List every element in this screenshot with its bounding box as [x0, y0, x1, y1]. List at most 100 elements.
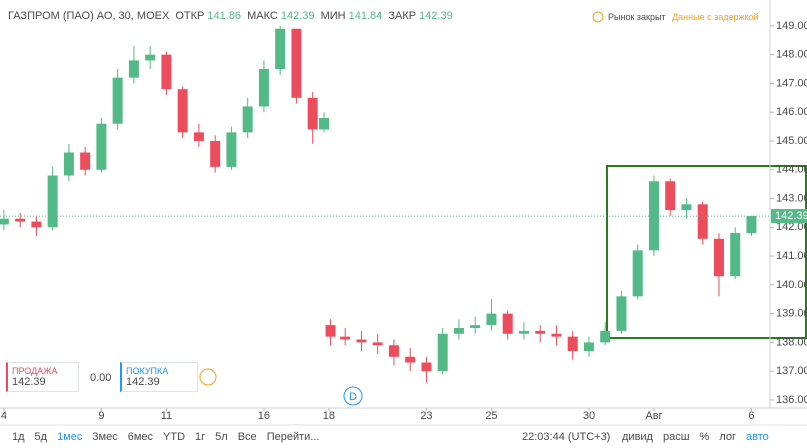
candle-body [567, 336, 578, 352]
range-button[interactable]: 5л [215, 431, 228, 443]
candle-body [583, 342, 594, 352]
candle-body [372, 342, 383, 346]
sell-box[interactable]: ПРОДАЖА 142.39 [6, 362, 79, 392]
candle-body [648, 181, 659, 251]
candle-body [388, 345, 399, 357]
high-label: МАКС [247, 10, 278, 22]
symbol[interactable]: ГАЗПРОМ (ПАО) АО, 30, MOEX [8, 10, 170, 22]
low-value: 141.84 [348, 10, 383, 22]
x-tick-label: 25 [485, 410, 497, 422]
high-value: 142.39 [280, 10, 315, 22]
x-tick-label: 6 [748, 410, 754, 422]
candle-body [0, 218, 9, 225]
y-tick-label: 148.00 [776, 49, 807, 61]
range-button[interactable]: 5д [34, 431, 48, 443]
y-tick-label: 146.00 [776, 106, 807, 118]
candle-body [325, 325, 336, 337]
candle-body [535, 330, 546, 334]
x-tick-label: 23 [420, 410, 432, 422]
candle-body [226, 132, 237, 167]
event-marker[interactable] [343, 386, 363, 406]
x-tick-label: 30 [583, 410, 595, 422]
option-button[interactable]: дивид [622, 431, 653, 443]
y-tick-label: 144.00 [776, 164, 807, 176]
candle-body [632, 250, 643, 297]
range-button[interactable]: 1д [12, 431, 25, 443]
candle-body [713, 238, 724, 277]
candle-body [242, 106, 253, 133]
candle-body [470, 325, 481, 329]
candle-body [96, 123, 107, 170]
range-button[interactable]: 1мес [57, 431, 83, 443]
candle-body [80, 152, 91, 170]
candle-body [453, 328, 464, 334]
candle-body [340, 336, 351, 340]
range-button[interactable]: 6мес [127, 431, 154, 443]
y-tick-label: 141.00 [776, 250, 807, 262]
y-tick-label: 149.00 [776, 20, 807, 32]
info-icon[interactable] [199, 368, 217, 386]
market-status: Рынок закрыт [608, 12, 666, 22]
option-bar: дивид расш% лог авто [622, 431, 779, 443]
sell-price: 142.39 [12, 376, 46, 388]
candle-body [63, 152, 74, 176]
delay-note[interactable]: Данные с задержкой [672, 12, 759, 22]
event-marker-label: D [349, 391, 357, 403]
option-button[interactable]: авто [746, 431, 769, 443]
candle-body [112, 77, 123, 124]
option-button[interactable]: лог [719, 431, 736, 443]
open-label: ОТКР [175, 10, 205, 22]
last-price-tag [771, 209, 807, 224]
range-button[interactable]: Все [237, 431, 257, 443]
candle-body [15, 218, 26, 222]
candle-body [405, 356, 416, 363]
candle-body [681, 204, 692, 211]
candle-body [730, 233, 741, 277]
sell-label: ПРОДАЖА [12, 366, 58, 376]
candle-body [600, 330, 611, 343]
option-button[interactable]: % [699, 431, 710, 443]
drawn-rectangle[interactable] [606, 165, 807, 339]
candle-body [697, 204, 708, 239]
candle-body [128, 60, 139, 78]
status-icon [592, 11, 604, 23]
candle-body [258, 69, 269, 107]
range-button[interactable]: Перейти... [266, 431, 320, 443]
candle-body [437, 333, 448, 372]
candle-body [746, 216, 757, 234]
header: ГАЗПРОМ (ПАО) АО, 30, MOEX ОТКР 141.86 МА… [8, 10, 456, 22]
last-price-label: 142.39 [775, 210, 807, 222]
option-button[interactable]: расш [662, 431, 690, 443]
candle-body [356, 339, 367, 343]
open-value: 141.86 [207, 10, 242, 22]
candle-body [518, 330, 529, 334]
y-tick-label: 147.00 [776, 77, 807, 89]
candle-body [616, 296, 627, 331]
candle-body [319, 117, 330, 130]
candle-body [210, 140, 221, 167]
y-tick-label: 139.00 [776, 308, 807, 320]
buy-box[interactable]: ПОКУПКА 142.39 [120, 362, 198, 392]
x-tick-label: Авг [645, 410, 662, 422]
candle-body [31, 221, 42, 228]
range-bar: 1д 5д 1мес 3мес 6мес YTD 1г 5л Все Перейти... [12, 431, 329, 443]
range-button[interactable]: 1г [195, 431, 206, 443]
x-tick-label: 11 [161, 410, 172, 422]
y-tick-label: 143.00 [776, 192, 807, 204]
x-tick-label: 9 [98, 410, 104, 422]
spread: 0.00 [90, 372, 112, 384]
close-value: 142.39 [419, 10, 453, 22]
candle-body [486, 313, 497, 326]
candle-body [275, 28, 286, 70]
range-button[interactable]: 3мес [92, 431, 118, 443]
y-tick-label: 145.00 [776, 135, 807, 147]
y-tick-label: 136.00 [776, 394, 807, 406]
candle-body [551, 333, 562, 337]
y-tick-label: 142.00 [776, 221, 807, 233]
buy-label: ПОКУПКА [126, 366, 169, 376]
candle-body [291, 28, 302, 98]
range-button[interactable]: YTD [163, 431, 186, 443]
